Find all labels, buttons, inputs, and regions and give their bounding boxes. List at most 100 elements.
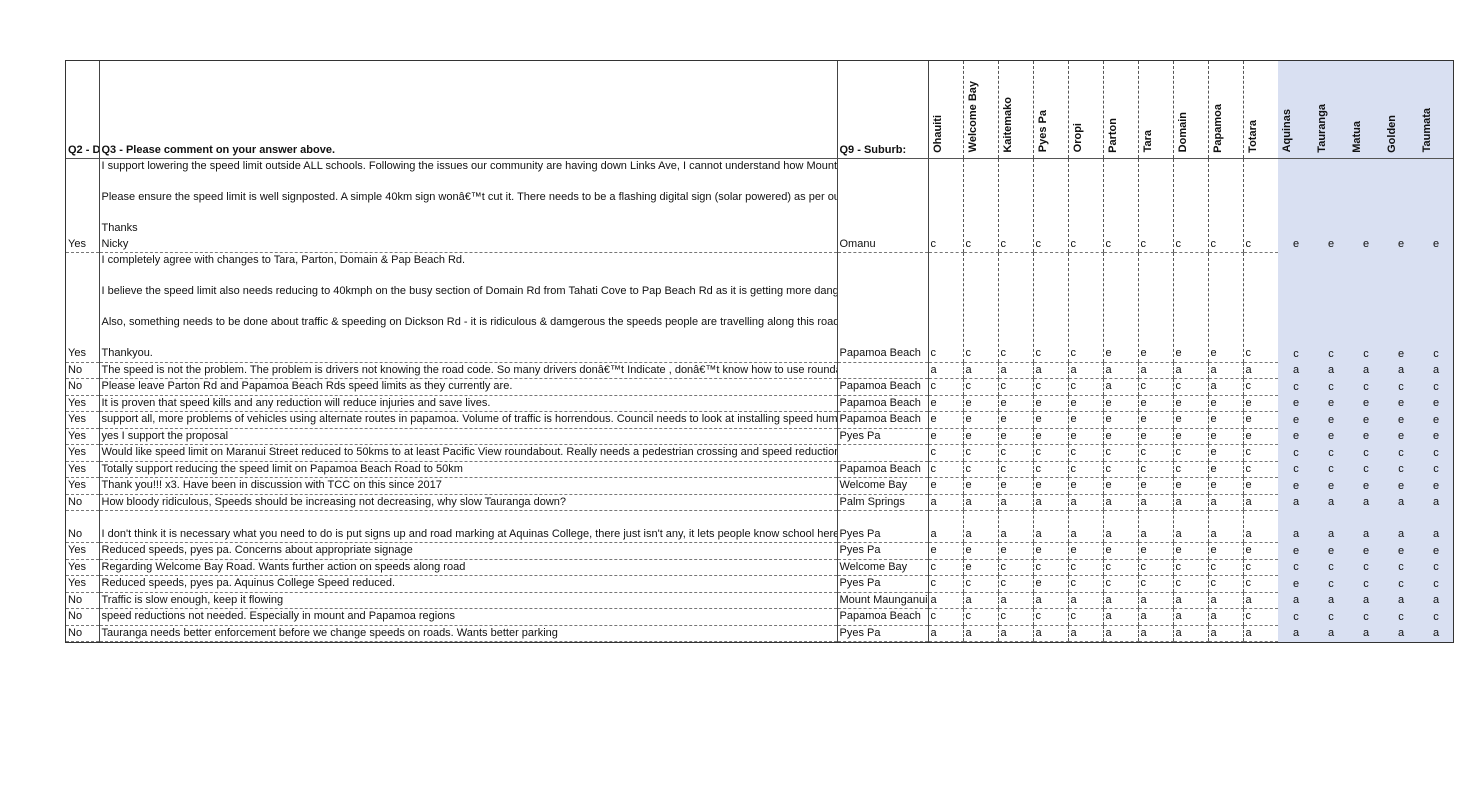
cell-q2[interactable]: Yes bbox=[66, 559, 99, 576]
cell-zone-code[interactable]: e bbox=[1102, 428, 1138, 445]
cell-suburb[interactable]: Welcome Bay bbox=[836, 477, 928, 495]
cell-zone-code[interactable]: e bbox=[1207, 395, 1243, 412]
cell-zone-code[interactable]: c bbox=[1067, 575, 1103, 593]
cell-zone-code[interactable]: e bbox=[1102, 477, 1138, 495]
cell-zone-code[interactable]: e bbox=[1207, 542, 1243, 560]
cell-q3-comment[interactable]: The speed is not the problem. The proble… bbox=[98, 362, 837, 379]
cell-zone-code[interactable]: e bbox=[1383, 395, 1418, 412]
cell-zone-code[interactable]: c bbox=[1348, 252, 1383, 362]
cell-zone-code[interactable]: c bbox=[1137, 158, 1173, 253]
cell-zone-code[interactable]: c bbox=[1207, 559, 1243, 576]
cell-zone-code[interactable]: e bbox=[1032, 428, 1068, 445]
cell-zone-code[interactable]: a bbox=[1032, 494, 1068, 511]
cell-zone-code[interactable]: e bbox=[1313, 542, 1348, 559]
cell-zone-code[interactable]: c bbox=[1418, 461, 1453, 478]
cell-zone-code[interactable]: a bbox=[1348, 625, 1383, 642]
cell-zone-code[interactable]: c bbox=[997, 158, 1033, 253]
header-zone[interactable]: Parton bbox=[1102, 61, 1138, 159]
cell-zone-code[interactable]: a bbox=[1207, 494, 1243, 511]
cell-zone-code[interactable]: a bbox=[1348, 510, 1383, 543]
cell-zone-code[interactable]: c bbox=[1242, 608, 1278, 626]
cell-zone-code[interactable]: a bbox=[997, 625, 1033, 642]
cell-zone-code[interactable]: c bbox=[1102, 559, 1138, 576]
cell-zone-code[interactable]: c bbox=[1207, 575, 1243, 593]
cell-zone-code[interactable]: a bbox=[1102, 378, 1138, 396]
cell-zone-code[interactable]: a bbox=[1207, 608, 1243, 626]
cell-zone-code[interactable]: e bbox=[962, 559, 998, 576]
cell-zone-code[interactable]: e bbox=[1418, 542, 1453, 559]
cell-zone-code[interactable]: c bbox=[1313, 252, 1348, 362]
cell-zone-code[interactable]: c bbox=[1348, 444, 1383, 461]
cell-zone-code[interactable]: c bbox=[962, 608, 998, 626]
cell-zone-code[interactable]: e bbox=[927, 395, 963, 412]
cell-zone-code[interactable]: a bbox=[1102, 362, 1138, 379]
cell-zone-code[interactable]: a bbox=[1102, 510, 1138, 543]
cell-zone-code[interactable]: e bbox=[1242, 395, 1278, 412]
header-q2[interactable]: Q2 - D bbox=[66, 61, 99, 159]
cell-suburb[interactable]: Mount Maunganui bbox=[836, 592, 928, 609]
cell-zone-code[interactable]: c bbox=[997, 444, 1033, 462]
cell-zone-code[interactable]: a bbox=[1137, 608, 1173, 626]
cell-zone-code[interactable]: c bbox=[1383, 559, 1418, 576]
header-zone[interactable]: Taumata bbox=[1418, 61, 1453, 159]
cell-q2[interactable]: No bbox=[66, 608, 99, 626]
cell-zone-code[interactable]: a bbox=[1383, 510, 1418, 543]
cell-zone-code[interactable]: e bbox=[1313, 158, 1348, 253]
cell-zone-code[interactable]: e bbox=[1418, 411, 1453, 428]
cell-zone-code[interactable]: e bbox=[1172, 252, 1208, 363]
cell-zone-code[interactable]: a bbox=[1278, 494, 1313, 511]
cell-zone-code[interactable]: c bbox=[1032, 378, 1068, 396]
cell-zone-code[interactable]: e bbox=[1172, 395, 1208, 412]
cell-suburb[interactable]: Papamoa Beach bbox=[836, 252, 928, 363]
cell-zone-code[interactable]: a bbox=[962, 510, 998, 543]
cell-zone-code[interactable]: a bbox=[997, 494, 1033, 511]
cell-suburb[interactable] bbox=[836, 444, 928, 462]
cell-q2[interactable]: Yes bbox=[66, 411, 99, 429]
cell-zone-code[interactable]: a bbox=[1137, 494, 1173, 511]
cell-zone-code[interactable]: a bbox=[1418, 362, 1453, 379]
cell-suburb[interactable]: Pyes Pa bbox=[836, 542, 928, 560]
cell-zone-code[interactable]: c bbox=[1137, 559, 1173, 576]
header-zone[interactable]: Kaitemako bbox=[997, 61, 1033, 159]
cell-zone-code[interactable]: c bbox=[1418, 559, 1453, 576]
cell-zone-code[interactable]: e bbox=[1278, 575, 1313, 592]
cell-zone-code[interactable]: a bbox=[1137, 592, 1173, 609]
cell-zone-code[interactable]: e bbox=[1137, 252, 1173, 363]
cell-q2[interactable]: Yes bbox=[66, 575, 99, 593]
header-q9[interactable]: Q9 - Suburb: bbox=[836, 61, 928, 159]
cell-q2[interactable]: No bbox=[66, 378, 99, 396]
cell-q3-comment[interactable]: support all, more problems of vehicles u… bbox=[98, 411, 837, 429]
cell-q2[interactable]: No bbox=[66, 494, 99, 511]
cell-zone-code[interactable]: e bbox=[1348, 477, 1383, 494]
cell-zone-code[interactable]: e bbox=[1313, 428, 1348, 445]
cell-zone-code[interactable]: c bbox=[1242, 444, 1278, 462]
header-zone[interactable]: Oropi bbox=[1067, 61, 1103, 159]
cell-zone-code[interactable]: e bbox=[1032, 575, 1068, 593]
cell-zone-code[interactable]: e bbox=[1383, 252, 1418, 362]
cell-zone-code[interactable]: c bbox=[1032, 252, 1068, 363]
cell-zone-code[interactable]: c bbox=[962, 444, 998, 462]
cell-zone-code[interactable]: c bbox=[1067, 608, 1103, 626]
cell-zone-code[interactable]: a bbox=[1242, 625, 1278, 642]
cell-zone-code[interactable]: e bbox=[1207, 461, 1243, 478]
cell-zone-code[interactable]: a bbox=[1242, 494, 1278, 511]
cell-zone-code[interactable]: e bbox=[1418, 428, 1453, 445]
cell-zone-code[interactable]: e bbox=[1242, 542, 1278, 560]
cell-zone-code[interactable]: a bbox=[1278, 592, 1313, 609]
cell-zone-code[interactable]: c bbox=[927, 559, 963, 576]
cell-zone-code[interactable]: e bbox=[1067, 477, 1103, 495]
cell-zone-code[interactable]: e bbox=[1032, 542, 1068, 560]
cell-zone-code[interactable]: c bbox=[1172, 559, 1208, 576]
cell-zone-code[interactable]: e bbox=[1383, 158, 1418, 253]
cell-zone-code[interactable]: c bbox=[1278, 559, 1313, 576]
cell-zone-code[interactable]: a bbox=[1383, 625, 1418, 642]
cell-zone-code[interactable]: a bbox=[1102, 608, 1138, 626]
cell-zone-code[interactable]: c bbox=[1102, 575, 1138, 593]
cell-zone-code[interactable]: c bbox=[997, 608, 1033, 626]
cell-zone-code[interactable]: c bbox=[1278, 252, 1313, 362]
cell-zone-code[interactable]: e bbox=[1032, 411, 1068, 429]
cell-zone-code[interactable]: c bbox=[1137, 378, 1173, 396]
cell-zone-code[interactable]: e bbox=[1278, 411, 1313, 428]
cell-zone-code[interactable]: a bbox=[1278, 362, 1313, 379]
cell-zone-code[interactable]: c bbox=[997, 461, 1033, 478]
